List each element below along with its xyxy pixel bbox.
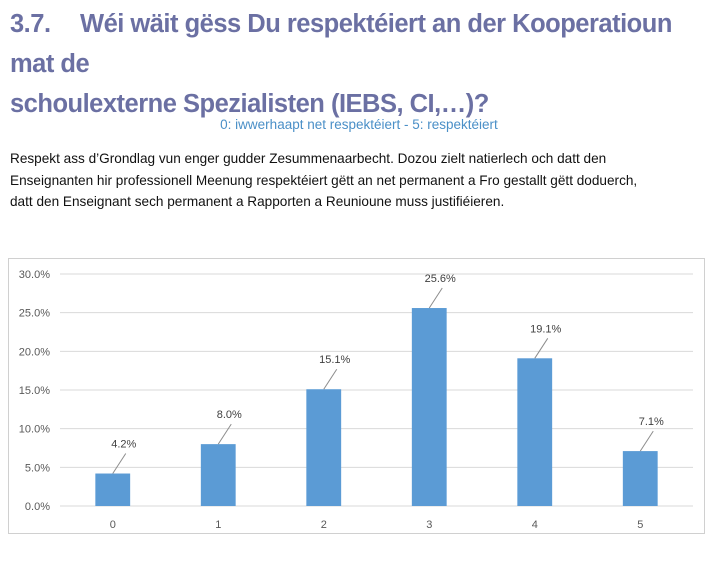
data-label: 4.2% — [111, 439, 136, 451]
scale-subtitle: 0: iwwerhaapt net respektéiert - 5: resp… — [220, 117, 498, 132]
body-line-3: datt den Enseignant sech permanent a Rap… — [10, 194, 505, 209]
body-line-2: Enseignanten hir professionell Meenung r… — [10, 172, 638, 188]
data-label: 19.1% — [530, 323, 561, 335]
heading-line-2: schoulexterne Spezialisten (IEBS, CI,…)? — [10, 90, 489, 118]
data-label: 8.0% — [217, 409, 242, 421]
y-tick-label: 10.0% — [19, 424, 50, 436]
data-label-leader — [112, 453, 127, 474]
y-tick-label: 15.0% — [19, 385, 50, 397]
data-label-leader — [217, 423, 232, 445]
body-line-1: Respekt ass d’Grondlag vun enger gudder … — [10, 151, 607, 166]
x-tick-label: 1 — [215, 519, 221, 531]
x-tick-label: 3 — [426, 519, 432, 531]
x-tick-label: 0 — [110, 519, 116, 531]
bar — [200, 444, 236, 506]
data-label: 7.1% — [639, 416, 664, 428]
bar — [622, 451, 658, 506]
y-tick-label: 20.0% — [19, 346, 50, 358]
y-tick-label: 30.0% — [19, 269, 50, 281]
bar-chart: 0.0% 5.0% 10.0% 15.0% 20.0% 25.0% 30.0% 0 4.2% 1 8… — [19, 269, 693, 531]
y-tick-label: 5.0% — [25, 462, 50, 474]
y-tick-label: 0.0% — [25, 501, 50, 513]
heading-line-1: 3.7. Wéi wäit gëss Du respektéiert an der… — [10, 4, 710, 84]
data-label-leader — [534, 338, 549, 359]
bar — [411, 308, 447, 506]
data-label: 25.6% — [425, 273, 456, 285]
bar — [306, 389, 342, 506]
data-label-leader — [323, 368, 338, 390]
bar — [95, 473, 131, 506]
data-label-leader — [639, 430, 654, 452]
x-tick-label: 4 — [532, 519, 538, 531]
section-number: 3.7. — [10, 10, 51, 38]
data-label-leader — [428, 287, 443, 309]
page-heading: 3.7. Wéi wäit gëss Du respektéiert an der… — [10, 4, 710, 124]
body-paragraph: Respekt ass d’Grondlag vun enger gudder … — [10, 148, 710, 213]
y-tick-label: 25.0% — [19, 308, 50, 320]
heading-text-1: Wéi wäit gëss Du respektéiert an der Koo… — [10, 10, 672, 78]
x-tick-label: 2 — [321, 519, 327, 531]
data-label: 15.1% — [319, 354, 350, 366]
x-tick-label: 5 — [637, 519, 643, 531]
bar — [517, 358, 553, 506]
